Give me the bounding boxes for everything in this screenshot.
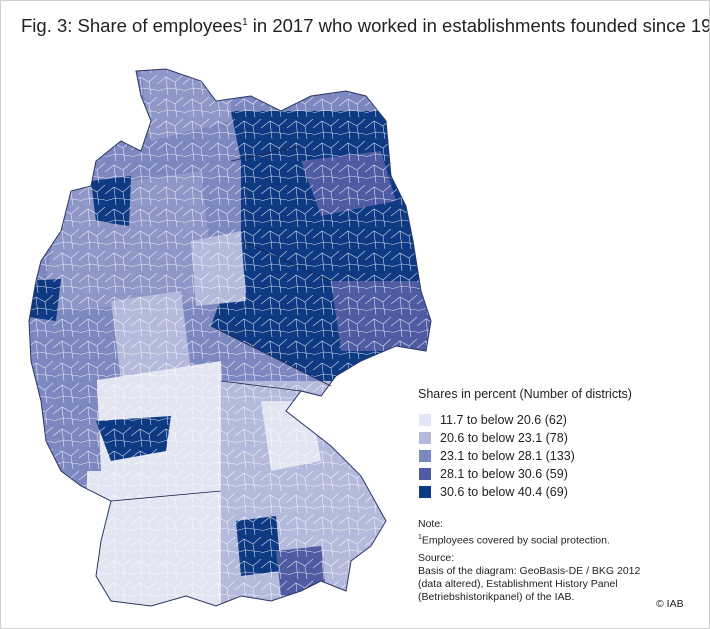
legend-label: 20.6 to below 23.1 (78): [440, 431, 568, 445]
note-heading: Note:: [418, 518, 444, 530]
notes: Note: 1Employees covered by social prote…: [418, 518, 698, 604]
legend-swatch: [418, 449, 432, 463]
legend-item: 11.7 to below 20.6 (62): [418, 411, 632, 429]
map: [28, 68, 432, 607]
legend-swatch: [418, 413, 432, 427]
legend-item: 23.1 to below 28.1 (133): [418, 447, 632, 465]
legend-item: 20.6 to below 23.1 (78): [418, 429, 632, 447]
source-line: (Betriebshistorikpanel) of the IAB.: [418, 590, 575, 603]
legend-title: Shares in percent (Number of districts): [418, 387, 632, 401]
legend-item: 28.1 to below 30.6 (59): [418, 465, 632, 483]
footnote-mark: 1: [242, 16, 248, 28]
legend-label: 30.6 to below 40.4 (69): [440, 485, 568, 499]
legend-swatch: [418, 485, 432, 499]
source-line: Basis of the diagram: GeoBasis-DE / BKG …: [418, 564, 641, 577]
legend-label: 28.1 to below 30.6 (59): [440, 467, 568, 481]
footnote: 1Employees covered by social protection.: [418, 531, 698, 548]
legend-swatch: [418, 431, 432, 445]
legend-item: 30.6 to below 40.4 (69): [418, 483, 632, 501]
footnote-text: Employees covered by social protection.: [421, 534, 610, 547]
legend-label: 23.1 to below 28.1 (133): [440, 449, 575, 463]
title: Fig. 3: Share of employees1 in 2017 who …: [21, 15, 710, 37]
districts: [29, 69, 431, 606]
legend-label: 11.7 to below 20.6 (62): [440, 413, 567, 427]
source-line: (data altered), Establishment History Pa…: [418, 577, 618, 590]
copyright: © IAB: [656, 598, 684, 610]
title-text: Fig. 3: Share of employees: [21, 15, 243, 36]
source-heading: Source:: [418, 551, 455, 564]
legend-items: 11.7 to below 20.6 (62) 20.6 to below 23.…: [418, 411, 632, 501]
source-lines: Basis of the diagram: GeoBasis-DE / BKG …: [418, 565, 698, 604]
title-text: in 2017 who worked in establishments fou…: [247, 15, 710, 36]
legend: Shares in percent (Number of districts) …: [418, 387, 632, 501]
legend-swatch: [418, 467, 432, 481]
footnote-mark: 1: [418, 534, 422, 541]
